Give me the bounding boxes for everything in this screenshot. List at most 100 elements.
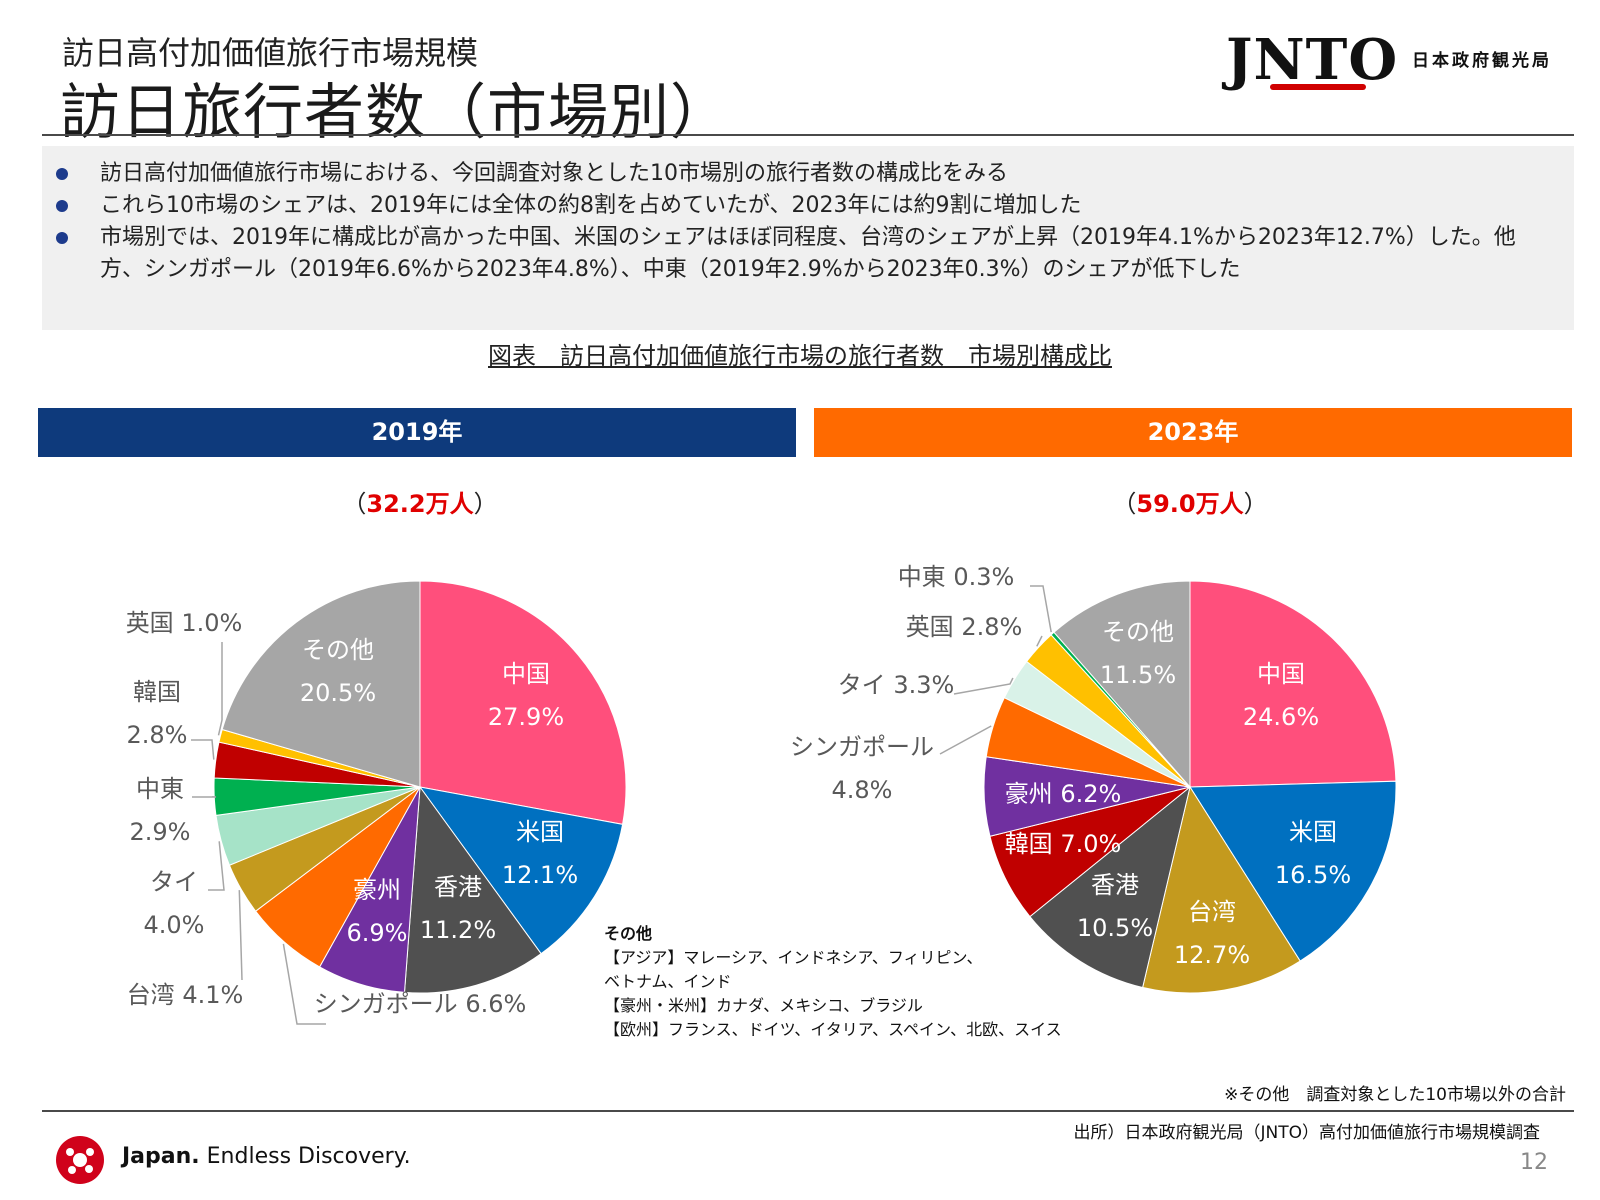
- pie-2019: [213, 580, 627, 994]
- pie-data-label-line: 中国: [1257, 660, 1305, 688]
- bullet-icon: [56, 168, 68, 180]
- pie-data-label-line: シンガポール: [790, 733, 934, 761]
- pie-data-label-line: 27.9%: [488, 703, 564, 731]
- figure-title-text: 図表 訪日高付加価値旅行市場の旅行者数 市場別構成比: [488, 342, 1112, 370]
- pie-slice: [403, 785, 542, 994]
- pie-data-label: その他 11.5%: [1100, 618, 1176, 689]
- pie-data-label: 中国 24.6%: [1243, 660, 1319, 731]
- total-paren-open: （: [1112, 490, 1137, 518]
- pie-data-label-line: タイ 3.3%: [838, 671, 955, 699]
- other-note-line: 【欧州】フランス、ドイツ、イタリア、スペイン、北欧、スイス: [604, 1020, 1062, 1039]
- pie-data-label: タイ 4.0%: [144, 868, 205, 939]
- footnote: ※その他 調査対象とした10市場以外の合計: [1224, 1085, 1566, 1105]
- footer-divider: [42, 1110, 1574, 1112]
- pie-slice: [1189, 580, 1397, 788]
- total-paren-open: （: [342, 490, 367, 518]
- agency-name: 日本政府観光局: [1412, 51, 1552, 71]
- pie-data-label: シンガポール 6.6%: [314, 990, 527, 1018]
- cherry-blossom-icon: [56, 1136, 104, 1184]
- pie-data-label: 中国 27.9%: [488, 660, 564, 731]
- jnto-logo: JNTO: [1226, 27, 1399, 93]
- year-header-2023: 2023年: [814, 408, 1572, 457]
- footer-brand: Japan. Endless Discovery.: [122, 1144, 411, 1169]
- total-paren-close: ）: [1243, 490, 1268, 518]
- pie-data-label-line: 米国: [1289, 818, 1337, 846]
- other-note-heading: その他: [604, 924, 653, 943]
- leader-line: [939, 725, 992, 755]
- pie-data-label-line: 11.2%: [420, 916, 496, 944]
- pie-data-label-line: 24.6%: [1243, 703, 1319, 731]
- pie-data-label-line: 香港: [434, 873, 482, 901]
- pie-slice: [221, 580, 421, 788]
- bullet-item: 訪日高付加価値旅行市場における、今回調査対象とした10市場別の旅行者数の構成比を…: [56, 158, 1556, 190]
- pie-data-label-line: 中東: [136, 775, 184, 803]
- pie-data-label-line: 12.1%: [502, 861, 578, 889]
- pie-data-label-line: 米国: [516, 818, 564, 846]
- pie-data-label: 香港 11.2%: [420, 873, 496, 944]
- footer-brand-name: Japan.: [122, 1144, 200, 1169]
- leader-line: [1036, 635, 1043, 647]
- bullet-text: 訪日高付加価値旅行市場における、今回調査対象とした10市場別の旅行者数の構成比を…: [100, 161, 1008, 186]
- other-note-line: ベトナム、インド: [604, 972, 732, 991]
- pie-data-label-line: 台湾: [1188, 898, 1236, 926]
- bullet-icon: [56, 200, 68, 212]
- total-value: 59.0万人: [1136, 490, 1244, 518]
- pie-data-label-line: 2.8%: [127, 721, 188, 749]
- pie-data-label-line: タイ: [150, 868, 198, 896]
- bullet-text: これら10市場のシェアは、2019年には全体の約8割を占めていたが、2023年に…: [100, 193, 1082, 218]
- pie-data-label-line: シンガポール 6.6%: [314, 990, 527, 1018]
- total-value: 32.2万人: [366, 490, 474, 518]
- pie-data-label: 中東 0.3%: [898, 563, 1015, 591]
- total-2023: （59.0万人）: [1040, 484, 1340, 519]
- leader-line: [208, 841, 225, 891]
- pie-slice: [419, 580, 627, 825]
- pie-data-label: 香港 10.5%: [1077, 871, 1153, 942]
- bullet-item: 市場別では、2019年に構成比が高かった中国、米国のシェアはほぼ同程度、台湾のシ…: [56, 222, 1556, 286]
- pie-data-label: 台湾 4.1%: [127, 981, 244, 1009]
- leader-line: [953, 677, 1014, 695]
- pie-2019-labels: 中国 27.9% 米国 12.1% 香港 11.2% 豪州 6.9% シンガポール 6.6% 台湾…: [126, 609, 578, 1025]
- total-2019: （32.2万人）: [270, 484, 570, 519]
- other-breakdown-note: その他 【アジア】マレーシア、インドネシア、フィリピン、 ベトナム、インド 【豪…: [604, 922, 1062, 1042]
- pie-data-label-line: 20.5%: [300, 679, 376, 707]
- pie-data-label-line: 10.5%: [1077, 914, 1153, 942]
- jnto-logo-swoosh: [1270, 84, 1366, 90]
- pie-data-label-line: 4.8%: [832, 776, 893, 804]
- leader-line: [191, 739, 215, 760]
- pie-data-label: 中東 2.9%: [130, 775, 191, 846]
- leader-line: [1030, 585, 1052, 633]
- pie-data-label-line: 6.9%: [347, 919, 408, 947]
- pie-data-label: 台湾 12.7%: [1174, 898, 1250, 969]
- pie-2023: [983, 580, 1397, 994]
- pie-data-label-line: 香港: [1091, 871, 1139, 899]
- year-header-2019: 2019年: [38, 408, 796, 457]
- figure-title: 図表 訪日高付加価値旅行市場の旅行者数 市場別構成比: [0, 336, 1600, 371]
- pie-data-label: 豪州 6.2%: [1005, 780, 1122, 808]
- pie-data-label-line: 12.7%: [1174, 941, 1250, 969]
- slide-subtitle: 訪日高付加価値旅行市場規模: [62, 34, 479, 72]
- bullet-icon: [56, 232, 68, 244]
- source-note: 出所）日本政府観光局（JNTO）高付加価値旅行市場規模調査: [1073, 1123, 1541, 1143]
- pie-data-label: 韓国 7.0%: [1005, 830, 1122, 858]
- pie-slice: [418, 786, 624, 955]
- bullet-item: これら10市場のシェアは、2019年には全体の約8割を占めていたが、2023年に…: [56, 190, 1556, 222]
- pie-slice: [1053, 580, 1191, 789]
- pie-slice: [1029, 785, 1191, 989]
- pie-data-label: 英国 1.0%: [126, 609, 243, 637]
- total-paren-close: ）: [473, 490, 498, 518]
- pie-data-label-line: 韓国: [133, 678, 181, 706]
- pie-data-label-line: 11.5%: [1100, 661, 1176, 689]
- pie-data-label: シンガポール 4.8%: [790, 733, 934, 804]
- pie-data-label: その他 20.5%: [300, 636, 376, 707]
- pie-data-label: 米国 16.5%: [1275, 818, 1351, 889]
- pie-slice: [1142, 785, 1301, 994]
- summary-box: 訪日高付加価値旅行市場における、今回調査対象とした10市場別の旅行者数の構成比を…: [42, 146, 1574, 330]
- pie-data-label-line: 中東 0.3%: [898, 563, 1015, 591]
- pie-2023-labels: 中国 24.6% 米国 16.5% 台湾 12.7% 香港 10.5% 韓国 7.0% 豪州 6.…: [790, 563, 1351, 969]
- pie-data-label: 韓国 2.8%: [127, 678, 188, 749]
- pie-data-label: 米国 12.1%: [502, 818, 578, 889]
- pie-slice: [1189, 780, 1397, 962]
- pie-data-label-line: その他: [302, 636, 374, 664]
- slide-title: 訪日旅行者数（市場別）: [60, 78, 731, 148]
- pie-data-label-line: 2.9%: [130, 818, 191, 846]
